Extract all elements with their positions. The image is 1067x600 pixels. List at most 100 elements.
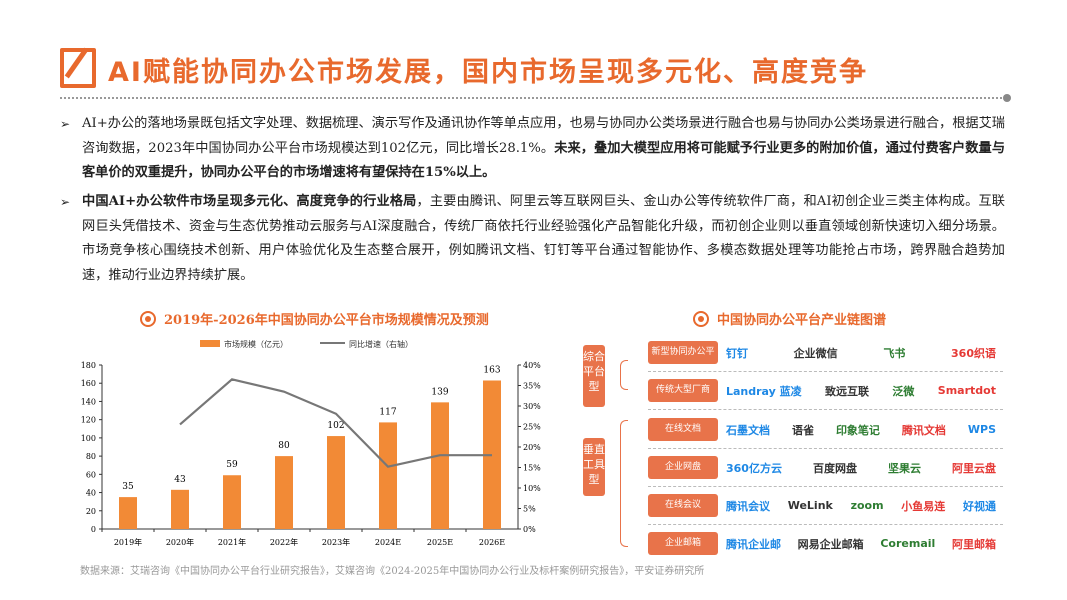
- x-tick-label: 2021年: [218, 537, 246, 547]
- logo-row: Landray 蓝凌 致远互联 泛微 Smartdot: [726, 379, 996, 402]
- category-label: 新型协同办公平台: [648, 341, 718, 380]
- source-note: 数据来源：艾瑞咨询《中国协同办公平台行业研究报告》，艾媒咨询《2024-2025…: [80, 566, 705, 577]
- legend-label-bar: 市场规模（亿元）: [224, 339, 288, 349]
- y-left-tick: 80: [86, 452, 96, 461]
- y-left-tick: 40: [86, 489, 96, 498]
- company-logo: 阿里邮箱: [951, 537, 996, 551]
- x-tick-label: 2019年: [114, 537, 142, 547]
- bracket: [620, 420, 628, 547]
- company-logo: 印象笔记: [835, 423, 880, 437]
- y-right-tick: 10%: [523, 484, 541, 493]
- group-label: 综合平台型: [583, 345, 605, 407]
- y-right-tick: 25%: [523, 423, 541, 432]
- company-logo: 泛微: [892, 384, 915, 398]
- diagram-title: 中国协同办公平台产业链图谱: [693, 309, 886, 328]
- company-logo: WPS: [967, 423, 996, 436]
- x-tick-label: 2026E: [479, 538, 505, 547]
- row-divider: [648, 409, 1003, 410]
- company-logo: 小鱼易连: [901, 499, 946, 513]
- company-logo: Smartdot: [937, 384, 996, 397]
- market-size-chart: 市场规模（亿元） 同比增速（右轴） 0 20 40 60 80 100 120 140 160 180…: [81, 339, 541, 547]
- chart-title-text: 2019年-2026年中国协同办公平台市场规模情况及预测: [164, 313, 489, 328]
- company-logo: 坚果云: [887, 461, 921, 475]
- bar-data-label: 102: [327, 421, 344, 431]
- category-label: 企业邮箱: [648, 532, 718, 555]
- logo-row: 石墨文档 语雀 印象笔记 腾讯文档 WPS: [726, 418, 996, 441]
- y-right-tick: 40%: [523, 361, 541, 370]
- y-left-tick: 160: [81, 379, 96, 388]
- y-left-tick: 120: [81, 416, 96, 425]
- bullet-bold-text: 中国AI+办公软件市场呈现多元化、高度竞争的行业格局: [82, 194, 417, 209]
- y-left-tick: 140: [81, 397, 96, 406]
- company-logo: 语雀: [791, 423, 814, 437]
- y-right-tick: 5%: [523, 505, 536, 514]
- y-left-tick: 180: [81, 361, 96, 370]
- company-logo: 百度网盘: [812, 461, 857, 475]
- diagram-title-text: 中国协同办公平台产业链图谱: [717, 313, 887, 328]
- logo-row: 钉钉 企业微信 飞书 360织语: [726, 341, 996, 364]
- bar-data-label: 163: [483, 365, 500, 375]
- bar-data-label: 139: [431, 387, 448, 397]
- bar-data-label: 35: [122, 482, 134, 492]
- arrow-bullet-icon: ➢: [60, 195, 71, 209]
- company-logo: zoom: [850, 499, 884, 512]
- bar: [431, 402, 449, 529]
- legend-label-line: 同比增速（右轴）: [349, 339, 413, 349]
- target-icon: [140, 310, 156, 327]
- bullet-text: ，主要由腾讯、阿里云等互联网巨头、金山办公等传统软件厂商，和AI初创企业三类主体…: [82, 194, 1005, 283]
- company-logo: 阿里云盘: [951, 461, 996, 475]
- arrow-bullet-icon: ➢: [60, 117, 71, 131]
- company-logo: 360亿方云: [726, 461, 782, 475]
- company-logo: 腾讯企业邮: [726, 537, 781, 551]
- y-right-tick: 15%: [523, 464, 541, 473]
- divider: [60, 97, 1006, 99]
- company-logo: 钉钉: [726, 346, 748, 360]
- bullet-2: ➢ 中国AI+办公软件市场呈现多元化、高度竞争的行业格局，主要由腾讯、阿里云等互…: [60, 190, 1005, 288]
- group-label: 垂直工具型: [583, 438, 605, 496]
- divider-dot: [1003, 94, 1011, 102]
- company-logo: Coremail: [880, 537, 936, 550]
- company-logo: 360织语: [951, 346, 996, 360]
- bar: [379, 422, 397, 529]
- logo-row: 360亿方云 百度网盘 坚果云 阿里云盘: [726, 456, 996, 479]
- y-right-tick: 20%: [523, 443, 541, 452]
- row-divider: [648, 486, 1003, 487]
- company-logo: 网易企业邮箱: [797, 537, 864, 551]
- bar-data-label: 117: [379, 407, 396, 417]
- category-label: 企业网盘: [648, 456, 718, 479]
- x-tick-label: 2024E: [375, 538, 401, 547]
- bracket: [620, 360, 628, 390]
- y-left-tick: 60: [86, 470, 96, 479]
- company-logo: 飞书: [883, 346, 906, 360]
- company-logo: 致远互联: [825, 384, 870, 398]
- y-left-tick: 0: [91, 525, 96, 534]
- logo-row: 腾讯会议 WeLink zoom 小鱼易连 好视通: [726, 494, 996, 517]
- bar-data-label: 59: [226, 460, 238, 470]
- company-logo: 好视通: [963, 499, 996, 513]
- y-right-tick: 35%: [523, 382, 541, 391]
- bar: [171, 489, 189, 529]
- row-divider: [648, 524, 1003, 525]
- company-logo: 企业微信: [793, 346, 838, 360]
- legend-swatch-bar: [200, 340, 220, 347]
- edit-icon: [60, 48, 96, 88]
- chart-title: 2019年-2026年中国协同办公平台市场规模情况及预测: [140, 309, 489, 328]
- x-tick-label: 2020年: [166, 537, 194, 547]
- y-right-tick: 30%: [523, 402, 541, 411]
- bullet-1: ➢ AI+办公的落地场景既包括文字处理、数据梳理、演示写作及通讯协作等单点应用，…: [60, 112, 1005, 186]
- category-label: 在线文档: [648, 418, 718, 441]
- company-logo: Landray 蓝凌: [726, 384, 802, 398]
- category-label: 在线会议: [648, 494, 718, 517]
- x-tick-label: 2023年: [322, 537, 350, 547]
- bullet-text: AI+办公的落地场景既包括文字处理、数据梳理、演示写作及通讯协作等单点应用，也易…: [82, 116, 1005, 156]
- row-divider: [648, 448, 1003, 449]
- company-logo: WeLink: [787, 499, 833, 512]
- y-right-tick: 0%: [523, 525, 536, 534]
- bar: [119, 497, 137, 529]
- bullet-bold-text: 未来，叠加大模型应用将可能赋予行业更多的附加价值，通过付费客户数量与客单价的双重…: [82, 140, 1006, 181]
- company-logo: 腾讯文档: [901, 423, 946, 437]
- target-icon: [693, 310, 709, 327]
- page-title: AI赋能协同办公市场发展，国内市场呈现多元化、高度竞争: [108, 57, 868, 88]
- category-label: 传统大型厂商: [648, 379, 718, 402]
- row-divider: [648, 371, 1003, 372]
